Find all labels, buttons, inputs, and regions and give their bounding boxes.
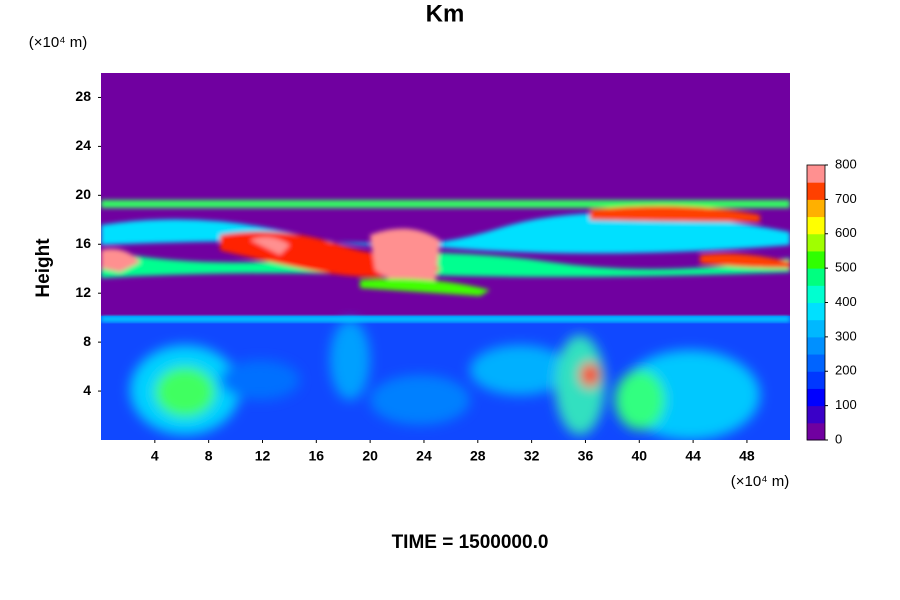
colorbar-band: [807, 268, 825, 286]
colorbar-tick-label: 100: [835, 397, 857, 412]
colorbar-band: [807, 182, 825, 200]
x-tick-label: 28: [470, 448, 486, 464]
x-unit: (×10⁴ m): [731, 473, 790, 490]
colorbar-tick-label: 0: [835, 431, 842, 446]
colorbar-band: [807, 285, 825, 303]
y-tick-label: 16: [75, 235, 91, 251]
colorbar-band: [807, 336, 825, 355]
colorbar-band: [807, 354, 825, 372]
time-annotation: TIME = 1500000.0: [392, 532, 549, 553]
x-tick-label: 48: [739, 448, 755, 464]
x-tick-label: 24: [416, 448, 432, 464]
x-tick-label: 36: [578, 448, 594, 464]
x-tick-label: 40: [631, 448, 647, 464]
y-unit: (×10⁴ m): [29, 34, 88, 51]
colorbar-tick-label: 200: [835, 363, 857, 378]
field: [101, 73, 790, 440]
x-tick-label: 12: [255, 448, 271, 464]
colorbar-band: [807, 165, 825, 183]
colorbar-tick-label: 500: [835, 260, 857, 275]
colorbar-band: [807, 250, 825, 269]
x-tick-label: 44: [685, 448, 701, 464]
chart-title: Km: [426, 0, 465, 27]
y-tick-label: 8: [83, 333, 91, 349]
y-tick-label: 4: [83, 382, 91, 398]
y-tick-label: 28: [75, 88, 91, 104]
colorbar-band: [807, 302, 825, 321]
colorbar-tick-label: 800: [835, 156, 857, 171]
y-axis-label: Height: [33, 238, 54, 298]
colorbar-tick-label: 400: [835, 294, 857, 309]
y-tick-label: 24: [75, 137, 91, 153]
x-tick-label: 8: [205, 448, 213, 464]
colorbar-band: [807, 233, 825, 252]
colorbar-band: [807, 216, 825, 235]
colorbar-tick-label: 700: [835, 191, 857, 206]
colorbar-band: [807, 405, 825, 424]
colorbar-band: [807, 371, 825, 389]
colorbar-tick-label: 600: [835, 225, 857, 240]
y-tick-label: 12: [75, 284, 91, 300]
colorbar-band: [807, 199, 825, 218]
x-tick-label: 16: [309, 448, 325, 464]
x-tick-label: 32: [524, 448, 540, 464]
colorbar-band: [807, 388, 825, 407]
x-tick-label: 20: [362, 448, 378, 464]
y-tick-label: 20: [75, 186, 91, 202]
colorbar-band: [807, 422, 825, 441]
colorbar-tick-label: 300: [835, 328, 857, 343]
colorbar-band: [807, 319, 825, 338]
x-tick-label: 4: [151, 448, 159, 464]
